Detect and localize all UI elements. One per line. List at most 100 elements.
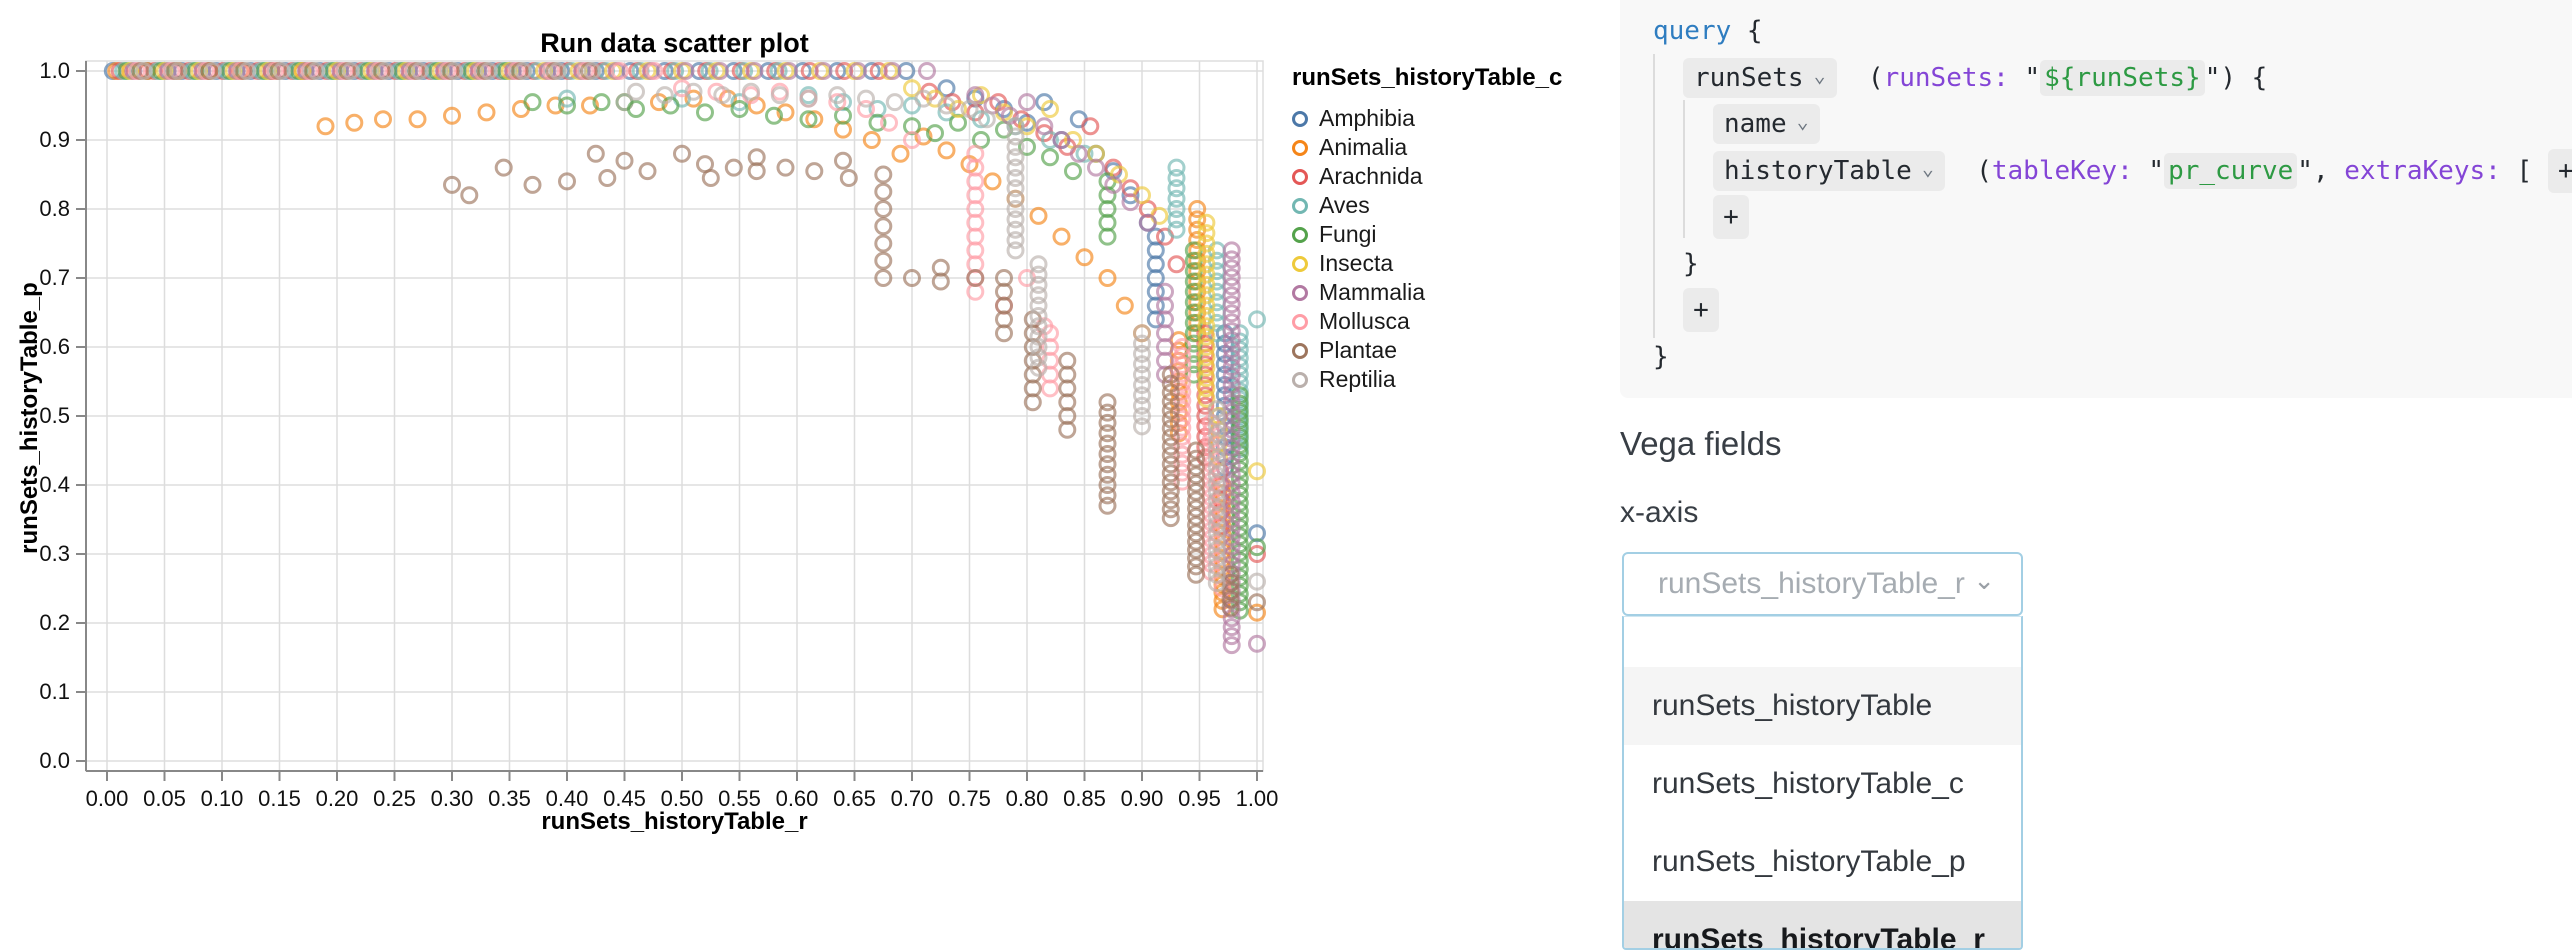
scatter-point	[1197, 369, 1216, 388]
scatter-point	[523, 93, 542, 112]
dropdown-option-runSets_historyTable_p[interactable]: runSets_historyTable_p	[1624, 823, 2021, 901]
scatter-point	[805, 162, 824, 181]
scatter-point	[684, 82, 703, 101]
scatter-point	[1006, 179, 1025, 198]
scatter-point	[770, 86, 789, 105]
scatter-point	[903, 79, 921, 98]
field-chip-runSets[interactable]: runSets ⌄	[1683, 57, 1837, 98]
scatter-point	[1023, 393, 1042, 412]
chevron-down-icon: ⌄	[1973, 564, 1995, 595]
scatter-point	[1161, 365, 1180, 384]
scatter-point	[1222, 286, 1241, 305]
scatter-point	[1161, 374, 1180, 393]
scatter-point	[1006, 137, 1025, 156]
scatter-point	[1098, 424, 1117, 443]
x-axis-field-select[interactable]: runSets_historyTable_r ⌄	[1622, 552, 2023, 616]
add-field-button[interactable]: +	[1683, 288, 1719, 332]
y-tick-label: 0.9	[39, 127, 70, 152]
legend-item: Aves	[1292, 191, 1532, 220]
scatter-point	[1133, 324, 1151, 343]
scatter-point	[1222, 322, 1241, 341]
scatter-point	[874, 217, 893, 236]
scatter-point	[1197, 358, 1216, 377]
scatter-point	[1222, 313, 1241, 332]
legend-item: Fungi	[1292, 220, 1532, 249]
y-tick-label: 1.0	[39, 58, 70, 83]
scatter-point	[880, 113, 898, 132]
scatter-point	[1133, 376, 1151, 394]
scatter-point	[735, 62, 754, 80]
scatter-point	[1207, 466, 1226, 485]
scatter-point	[1029, 317, 1048, 336]
dropdown-option-runSets_historyTable_c[interactable]: runSets_historyTable_c	[1624, 745, 2021, 823]
scatter-point	[1222, 367, 1241, 385]
y-tick-label: 0.2	[39, 610, 70, 635]
legend-swatch-circle-icon	[1292, 168, 1308, 185]
scatter-point	[1207, 557, 1226, 576]
scatter-point	[834, 151, 852, 170]
legend-item-label: Mollusca	[1319, 308, 1410, 334]
scatter-point	[1133, 417, 1151, 436]
dropdown-search-row[interactable]	[1624, 617, 2021, 667]
scatter-point	[1248, 572, 1266, 591]
scatter-point	[1161, 464, 1180, 483]
x-tick-label: 0.65	[833, 786, 876, 811]
x-tick-label: 0.25	[373, 786, 416, 811]
scatter-point	[638, 162, 657, 181]
scatter-point	[1006, 117, 1025, 136]
scatter-point	[1173, 427, 1192, 446]
scatter-point	[1161, 509, 1180, 528]
scatter-point	[1248, 593, 1266, 612]
code-token-plain: ",	[2297, 155, 2345, 186]
legend-item-label: Arachnida	[1319, 163, 1423, 189]
scatter-point	[1187, 524, 1205, 543]
scatter-point	[1222, 331, 1241, 350]
scatter-point	[1018, 137, 1036, 156]
dropdown-search-input[interactable]	[1650, 625, 1984, 659]
legend-swatch-circle-icon	[1292, 284, 1308, 301]
field-chip-name[interactable]: name ⌄	[1713, 104, 1820, 144]
scatter-point	[1133, 344, 1151, 363]
scatter-point	[1187, 474, 1205, 493]
scatter-point	[1098, 269, 1117, 287]
code-token-plain: "	[2132, 155, 2165, 186]
add-field-button[interactable]: +	[2547, 148, 2572, 193]
scatter-point	[1187, 466, 1205, 485]
dropdown-option-runSets_historyTable_r[interactable]: runSets_historyTable_r	[1624, 901, 2021, 948]
scatter-point	[1064, 162, 1082, 181]
scatter-point	[1197, 265, 1216, 284]
y-tick-label: 0.5	[39, 403, 70, 428]
scatter-point	[627, 82, 645, 101]
y-tick-label: 0.7	[39, 265, 70, 290]
legend-swatch-circle-icon	[1292, 255, 1308, 272]
scatter-point	[1006, 200, 1025, 218]
scatter-point	[1197, 255, 1216, 274]
scatter-point	[1173, 364, 1192, 383]
scatter-point	[1221, 598, 1240, 617]
scatter-point	[926, 124, 944, 143]
scatter-point	[1104, 175, 1123, 194]
field-chip-historyTable[interactable]: historyTable ⌄	[1713, 150, 1945, 191]
scatter-point	[1161, 437, 1180, 456]
scatter-point	[1197, 307, 1216, 325]
chart-legend: runSets_historyTable_c Amphibia Animalia A…	[1292, 64, 1562, 394]
scatter-point	[874, 165, 893, 184]
scatter-point	[1207, 516, 1226, 534]
scatter-point	[645, 62, 664, 80]
code-token-plain: }	[1653, 341, 1669, 372]
scatter-point	[1197, 379, 1216, 398]
scatter-point	[1098, 393, 1117, 412]
chevron-down-icon: ⌄	[1796, 109, 1809, 133]
scatter-point	[1222, 304, 1241, 323]
scatter-point	[1197, 224, 1216, 243]
scatter-point	[1006, 189, 1025, 208]
add-field-button[interactable]: +	[1713, 195, 1749, 239]
scatter-point	[747, 162, 766, 181]
scatter-point	[1029, 327, 1048, 346]
scatter-point	[134, 62, 153, 80]
dropdown-option-runSets_historyTable[interactable]: runSets_historyTable	[1624, 667, 2021, 745]
x-tick-label: 0.50	[660, 786, 704, 811]
legend-swatch-circle-icon	[1292, 342, 1308, 359]
query-code-line: }	[1683, 241, 1699, 287]
code-token-str: ${runSets}	[2040, 59, 2205, 96]
